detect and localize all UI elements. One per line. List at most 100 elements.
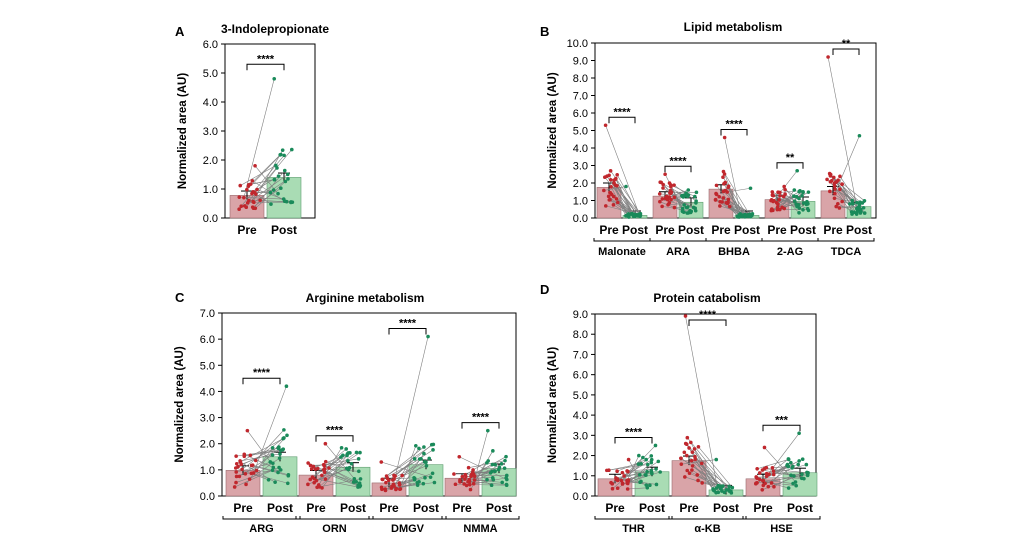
point-post xyxy=(344,447,348,451)
group-label: α-KB xyxy=(694,523,720,535)
pair-line xyxy=(241,437,285,470)
pair-line xyxy=(252,150,283,202)
point-post xyxy=(503,458,507,463)
point-pre xyxy=(832,184,837,188)
point-pre xyxy=(663,172,667,177)
point-post xyxy=(346,467,351,472)
point-pre xyxy=(245,428,250,433)
point-pre xyxy=(323,477,328,481)
pair-line xyxy=(684,452,715,491)
point-pre xyxy=(472,478,477,482)
significance-label: **** xyxy=(613,106,631,118)
group-label: THR xyxy=(622,523,645,535)
pair-line xyxy=(779,190,800,193)
point-post xyxy=(786,486,791,490)
point-post xyxy=(341,453,345,458)
point-post xyxy=(268,190,273,195)
point-post xyxy=(685,211,689,215)
significance-label: ** xyxy=(786,152,795,164)
point-post xyxy=(289,200,293,205)
y-tick-label: 4.0 xyxy=(203,97,218,109)
y-tick-label: 3.0 xyxy=(203,126,218,138)
x-tick-label: Pre xyxy=(711,223,731,237)
x-tick-label: Pre xyxy=(452,501,472,515)
point-post xyxy=(497,465,502,470)
point-post xyxy=(804,202,809,207)
point-post xyxy=(424,460,428,465)
panel-c: C Arginine metabolism 0.0 1.0 2.0 3.0 4.0 5.0 6.… xyxy=(174,290,520,535)
point-post xyxy=(281,447,286,451)
y-tick-label: 7.0 xyxy=(573,349,588,361)
point-pre xyxy=(700,481,704,485)
x-tick-label: Post xyxy=(271,223,297,237)
point-pre xyxy=(718,204,722,208)
panel-a: A 3-Indolepropionate 0.0 1.0 2.0 3.0 4.0 5.0 6.0… xyxy=(175,22,329,237)
point-post xyxy=(649,454,654,458)
point-pre xyxy=(243,472,248,476)
point-pre xyxy=(837,206,842,210)
point-pre xyxy=(777,198,781,202)
significance-label: *** xyxy=(775,414,789,426)
point-post xyxy=(282,168,287,173)
point-post xyxy=(735,214,740,218)
point-post xyxy=(792,194,796,199)
y-tick-label: 9.0 xyxy=(573,56,588,68)
point-post xyxy=(792,199,797,204)
y-tick-label: 6.0 xyxy=(573,108,588,120)
point-post xyxy=(282,153,286,158)
point-pre xyxy=(764,471,769,476)
point-post xyxy=(271,188,276,192)
point-pre xyxy=(833,187,837,191)
point-pre xyxy=(460,474,465,479)
x-tick-label: Pre xyxy=(379,501,399,515)
point-pre xyxy=(834,204,838,209)
point-pre xyxy=(622,474,626,478)
point-post xyxy=(266,478,271,482)
point-pre xyxy=(232,485,237,489)
point-pre xyxy=(683,475,687,479)
group-label: DMGV xyxy=(391,523,425,535)
point-pre xyxy=(392,473,396,478)
pair-line xyxy=(756,476,802,479)
point-pre xyxy=(467,477,472,482)
point-pre xyxy=(615,200,620,205)
point-post xyxy=(797,459,801,463)
point-pre xyxy=(838,174,842,179)
pair-line xyxy=(255,181,286,209)
pair-line xyxy=(472,469,488,480)
point-pre xyxy=(380,487,384,492)
point-pre xyxy=(620,470,625,475)
point-pre xyxy=(695,473,700,477)
point-pre xyxy=(615,172,619,177)
point-pre xyxy=(245,201,250,205)
pair-line xyxy=(757,459,789,470)
pair-line xyxy=(674,197,694,208)
point-pre xyxy=(726,184,731,188)
x-tick-label: Pre xyxy=(306,501,326,515)
point-pre xyxy=(766,484,771,489)
point-pre xyxy=(466,465,471,470)
point-post xyxy=(354,450,359,455)
x-tick-label: Post xyxy=(639,501,665,515)
point-pre xyxy=(626,479,630,484)
significance-label: **** xyxy=(399,318,417,330)
point-pre xyxy=(783,192,787,197)
point-pre xyxy=(699,461,704,466)
point-post xyxy=(644,457,648,462)
x-tick-label: Post xyxy=(734,223,760,237)
pair-line xyxy=(670,186,683,212)
point-post xyxy=(711,487,715,491)
point-post xyxy=(500,480,505,485)
panel-d: D Protein catabolism 0.0 1.0 2.0 3.0 4.0 5.0 6.0… xyxy=(540,282,821,535)
point-pre xyxy=(320,473,324,478)
point-pre xyxy=(776,202,780,207)
point-pre xyxy=(469,474,473,479)
pair-line xyxy=(771,199,807,205)
point-post xyxy=(358,450,362,455)
point-pre xyxy=(714,192,719,197)
point-pre xyxy=(693,454,697,459)
point-post xyxy=(847,202,852,206)
pair-line xyxy=(382,458,420,480)
point-post xyxy=(800,472,804,477)
